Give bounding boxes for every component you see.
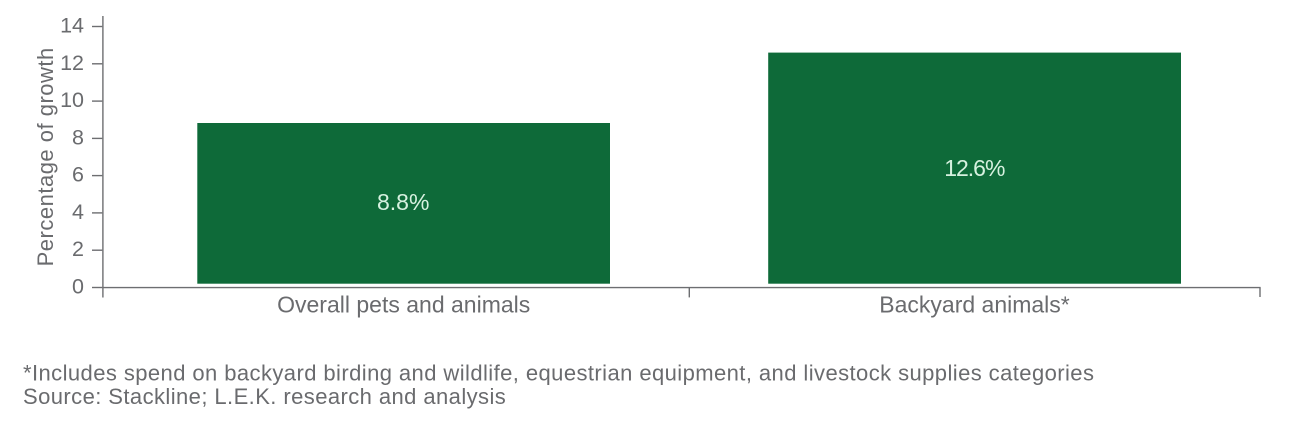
svg-text:12.6%: 12.6% [944, 155, 1005, 181]
svg-text:8.8%: 8.8% [377, 189, 429, 215]
svg-text:Backyard animals*: Backyard animals* [879, 292, 1070, 318]
svg-text:*Includes spend on backyard bi: *Includes spend on backyard birding and … [23, 360, 1094, 385]
svg-text:6: 6 [72, 163, 84, 187]
svg-text:Source: Stackline; L.E.K. rese: Source: Stackline; L.E.K. research and a… [23, 384, 506, 409]
svg-text:14: 14 [60, 14, 84, 38]
svg-text:Percentage of growth: Percentage of growth [33, 47, 58, 266]
svg-text:12: 12 [60, 51, 84, 75]
svg-text:0: 0 [72, 275, 84, 299]
svg-text:4: 4 [72, 200, 84, 224]
svg-text:2: 2 [72, 237, 84, 261]
svg-text:8: 8 [72, 125, 84, 149]
svg-text:10: 10 [60, 88, 84, 112]
svg-text:Overall pets and animals: Overall pets and animals [277, 292, 530, 318]
